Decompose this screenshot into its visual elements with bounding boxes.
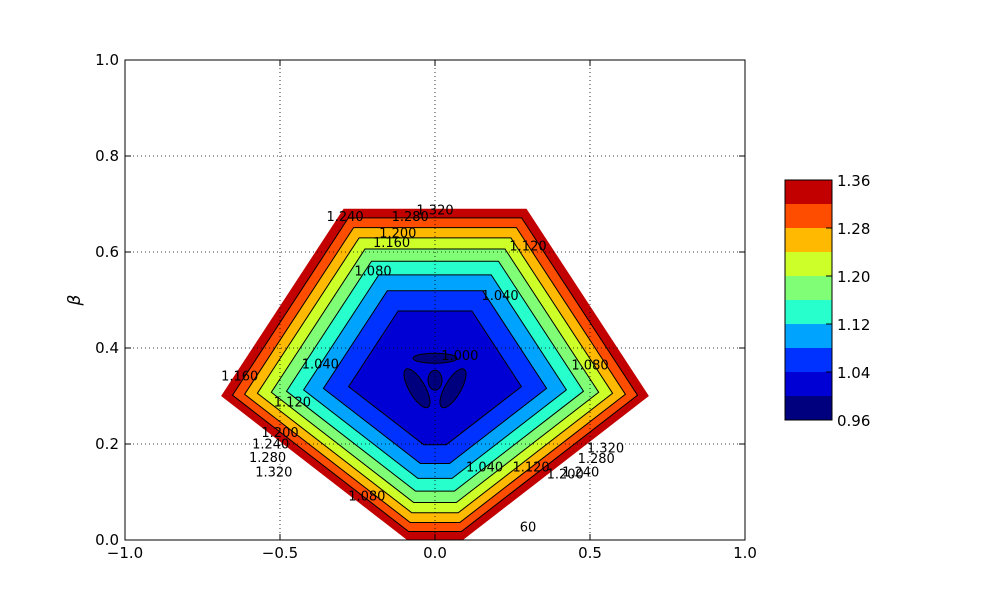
y-tick-label: 0.2 <box>95 435 119 453</box>
x-axis-ticks: −1.0 −0.5 0.0 0.5 1.0 <box>107 60 757 562</box>
contour-label: 1.200 <box>379 227 416 242</box>
colorbar-band <box>785 180 832 204</box>
contour-line <box>347 310 523 446</box>
x-tick-label: 0.5 <box>578 544 602 562</box>
colorbar-frame <box>784 179 833 421</box>
contour-label: 1.080 <box>348 489 385 504</box>
x-tick-label: 0.0 <box>423 544 447 562</box>
colorbar-band <box>785 372 832 396</box>
colorbar-band <box>785 300 832 324</box>
contour-label: 1.280 <box>392 210 429 225</box>
contour-label: 1.120 <box>274 396 311 411</box>
contour-line <box>302 274 568 479</box>
contour-label: 1.080 <box>571 358 608 373</box>
minimum-island <box>403 368 431 409</box>
colorbar-band <box>785 204 832 228</box>
contour-label: 1.200 <box>547 468 584 483</box>
minimum-island <box>412 352 458 364</box>
colorbar-band <box>785 252 832 276</box>
contour-label: 1.320 <box>255 465 292 480</box>
x-tick-label: −1.0 <box>107 544 143 562</box>
colorbar-tick-label: 0.96 <box>837 412 870 430</box>
contour-line <box>270 248 600 503</box>
y-tick-label: 0.6 <box>95 243 119 261</box>
contour-label: 1.160 <box>221 369 258 384</box>
colorbar-tick-label: 1.20 <box>837 268 870 286</box>
x-tick-label: −0.5 <box>262 544 298 562</box>
colorbar-band <box>785 228 832 252</box>
x-tick-label: 1.0 <box>733 544 757 562</box>
colorbar: 0.96 1.04 1.12 1.20 1.28 1.36 <box>784 172 870 430</box>
contour-label: 1.080 <box>354 265 391 280</box>
contour-lines <box>231 217 639 532</box>
y-axis-label: β <box>65 294 85 306</box>
colorbar-band <box>785 324 832 348</box>
contour-line <box>243 227 627 523</box>
grid <box>125 60 745 540</box>
minimum-island <box>439 368 467 409</box>
y-tick-label: 0.0 <box>95 531 119 549</box>
contour-label: 1.200 <box>261 426 298 441</box>
colorbar-band <box>785 396 832 420</box>
contour-label: 1.320 <box>416 204 453 219</box>
colorbar-band <box>785 276 832 300</box>
contour-label: 1.280 <box>578 452 615 467</box>
contour-line <box>285 260 585 492</box>
contour-label: 1.040 <box>466 461 503 476</box>
contour-label: 60 <box>520 521 537 536</box>
y-axis-ticks: 0.0 0.2 0.4 0.6 0.8 1.0 <box>95 51 745 549</box>
y-tick-label: 0.8 <box>95 147 119 165</box>
colorbar-tick-label: 1.12 <box>837 316 870 334</box>
contour-label: 1.120 <box>509 240 546 255</box>
contour-line <box>322 290 548 464</box>
contour-label: 1.160 <box>373 236 410 251</box>
colorbar-tick-label: 1.28 <box>837 220 870 238</box>
colorbar-tick-label: 1.36 <box>837 172 870 190</box>
contour-line <box>231 217 639 532</box>
y-tick-label: 0.4 <box>95 339 119 357</box>
contour-label: 1.280 <box>249 451 286 466</box>
contour-label: 1.320 <box>587 441 624 456</box>
colorbar-tick-label: 1.04 <box>837 364 870 382</box>
contour-line <box>256 237 614 514</box>
contour-label: 1.120 <box>512 461 549 476</box>
contour-label: 1.240 <box>562 465 599 480</box>
contour-label: 1.040 <box>481 289 518 304</box>
contour-label: 1.000 <box>441 349 478 364</box>
contour-label: 1.040 <box>302 357 339 372</box>
contour-label: 1.240 <box>326 210 363 225</box>
y-tick-label: 1.0 <box>95 51 119 69</box>
colorbar-band <box>785 348 832 372</box>
